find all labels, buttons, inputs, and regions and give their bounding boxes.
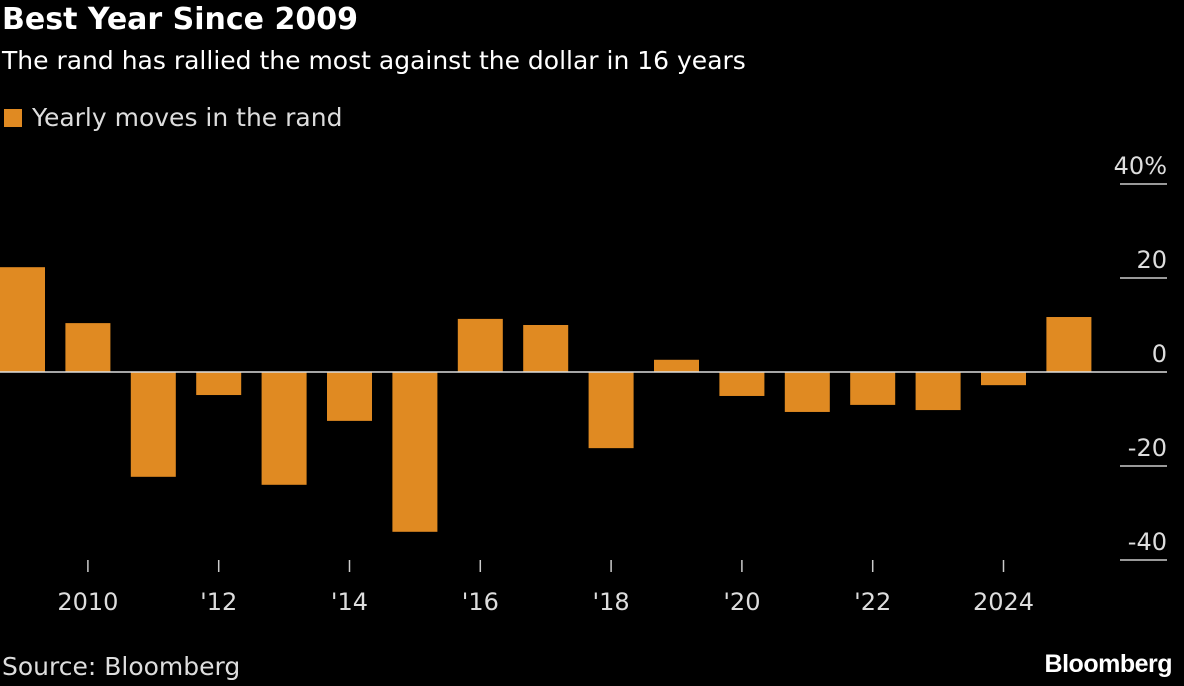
- bar-2016: [457, 318, 503, 372]
- bar-2012: [196, 372, 242, 396]
- x-tick-label: '12: [200, 588, 237, 616]
- bar-2018: [588, 372, 634, 449]
- x-tick-label: 2010: [57, 588, 118, 616]
- bar-2019: [654, 359, 699, 372]
- bar-2022: [850, 372, 896, 405]
- bar-2011: [130, 372, 176, 477]
- y-tick-label: 20: [1136, 246, 1167, 274]
- bar-2021: [784, 372, 830, 412]
- x-tick-label: '20: [723, 588, 760, 616]
- bar-2025: [1046, 317, 1092, 372]
- bar-2010: [65, 323, 111, 372]
- bar-2015: [392, 372, 438, 532]
- bar-2023: [915, 372, 961, 411]
- legend-label: Yearly moves in the rand: [32, 103, 343, 132]
- x-tick-label: '18: [593, 588, 630, 616]
- bar-2014: [327, 372, 372, 421]
- x-tick-label: '16: [462, 588, 499, 616]
- y-tick-label: 40%: [1114, 152, 1167, 180]
- bar-2024: [981, 372, 1026, 386]
- y-tick-label: 0: [1152, 340, 1167, 368]
- x-tick-label: '22: [854, 588, 891, 616]
- legend-swatch: [4, 108, 22, 127]
- bar-2020: [719, 372, 765, 396]
- bloomberg-logo: Bloomberg: [1044, 650, 1173, 678]
- x-tick-label: '14: [331, 588, 368, 616]
- y-tick-label: -40: [1128, 528, 1167, 556]
- x-tick-label: 2024: [973, 588, 1034, 616]
- y-tick-label: -20: [1128, 434, 1167, 462]
- source-note: Source: Bloomberg: [2, 652, 241, 681]
- legend: Yearly moves in the rand: [4, 103, 342, 132]
- bar-2013: [261, 372, 307, 485]
- chart-title: Best Year Since 2009: [2, 2, 358, 37]
- bar-2017: [523, 325, 569, 372]
- chart-subtitle: The rand has rallied the most against th…: [2, 46, 746, 75]
- bar-2009: [0, 267, 45, 372]
